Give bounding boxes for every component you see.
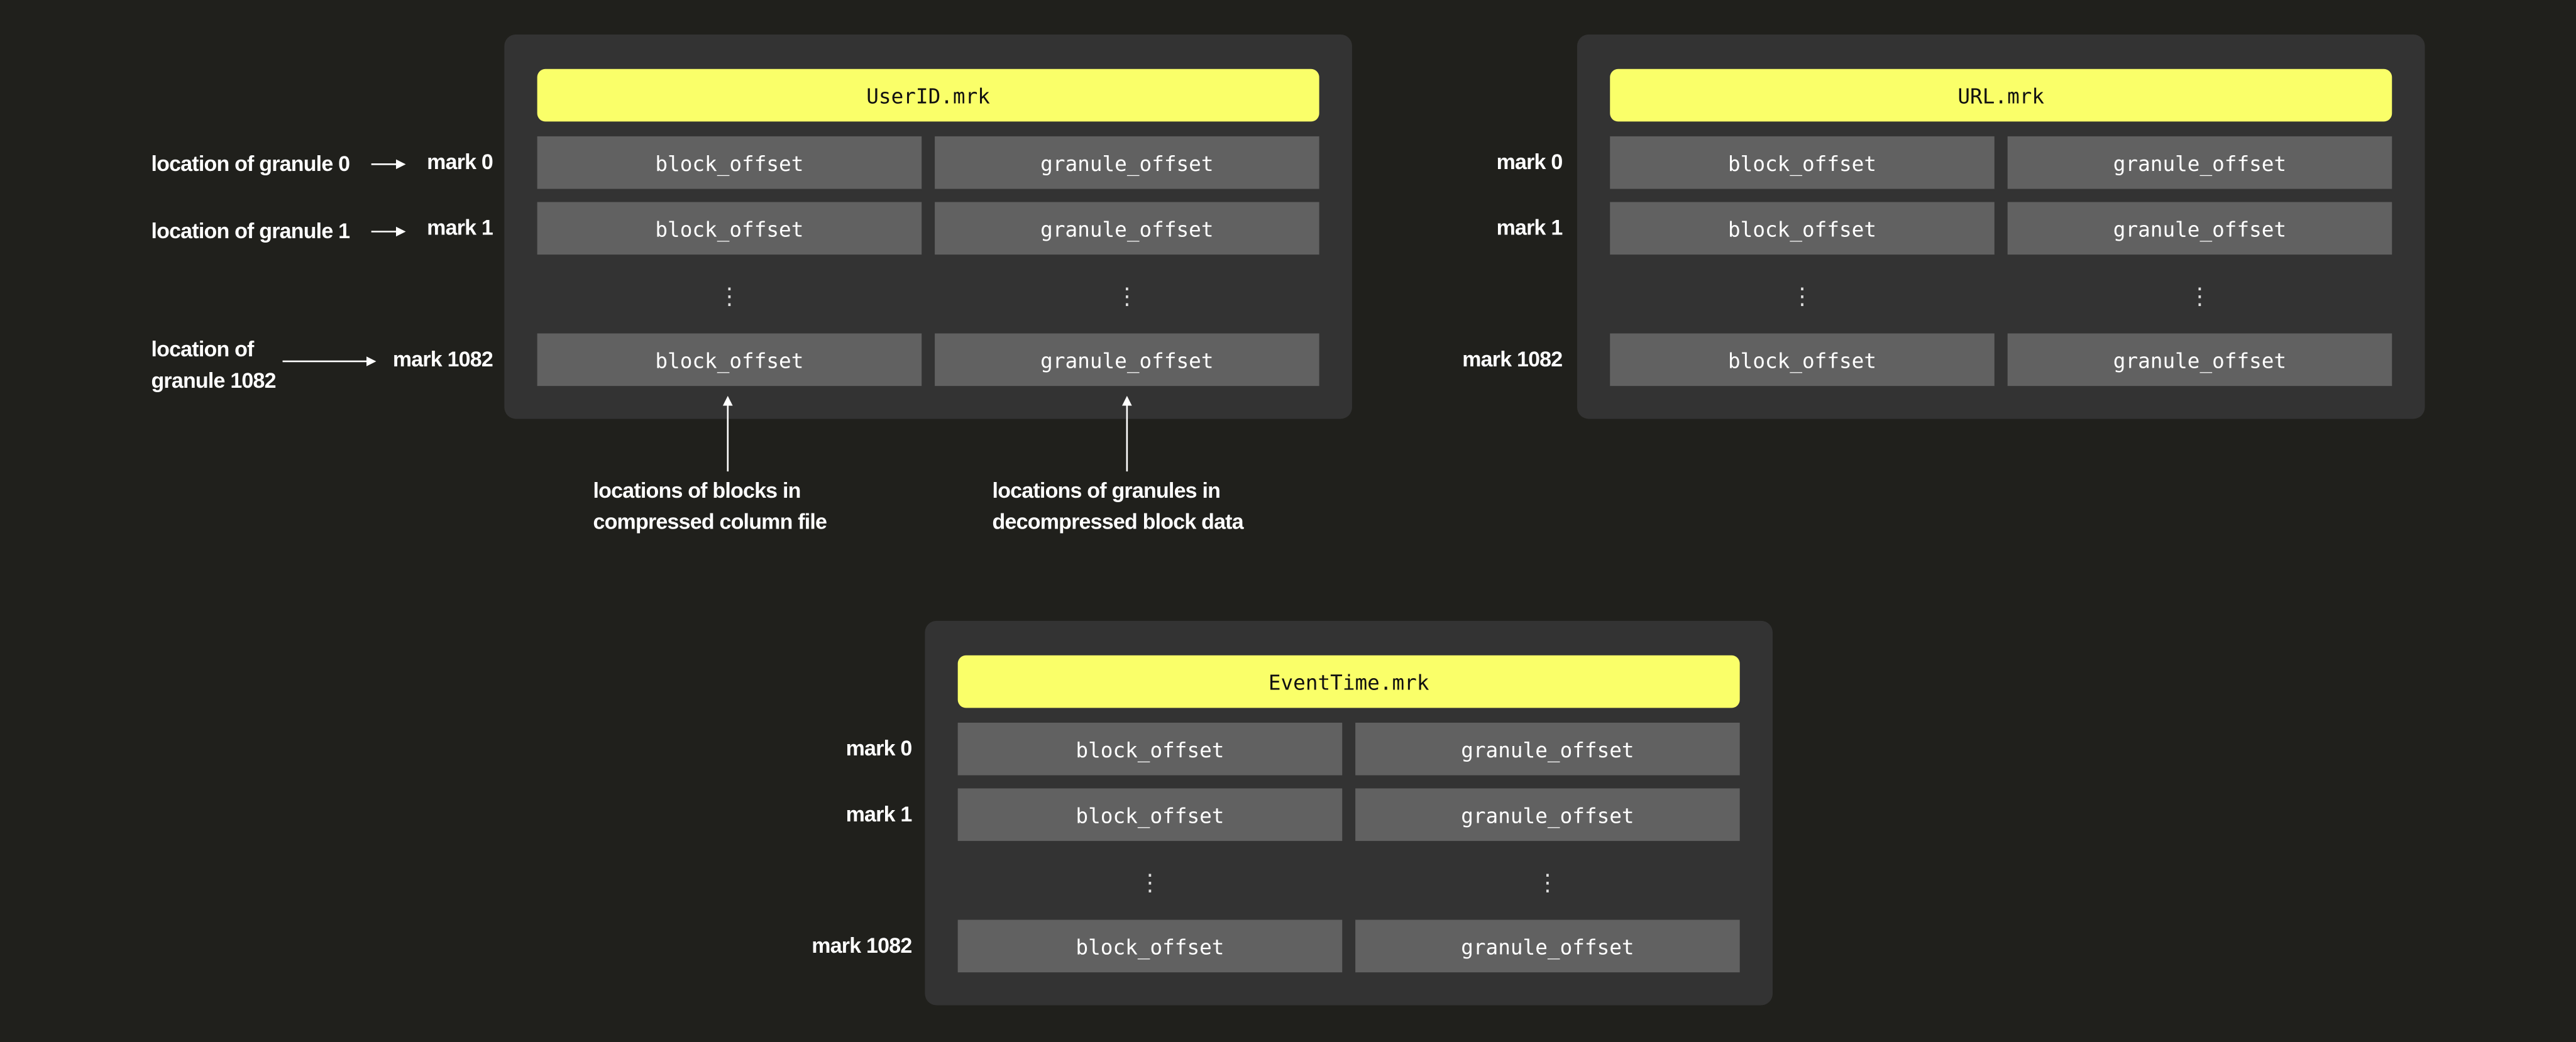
- granule-0-label: location of granule 0: [151, 151, 350, 176]
- granule-offset-cell: granule_offset: [935, 333, 1319, 387]
- mark-label: mark 1: [845, 801, 913, 826]
- ellipsis-icon: ⋮: [1138, 869, 1162, 896]
- granules-caption-line2: decompressed block data: [992, 509, 1244, 534]
- mark-file-panel: EventTime.mrk block_offset granule_offset b…: [925, 620, 1773, 1006]
- granule-1082-line2: granule 1082: [151, 368, 276, 393]
- granule-offset-cell: granule_offset: [935, 202, 1319, 255]
- granule-offset-cell: granule_offset: [1355, 788, 1740, 842]
- mark-file-panel: URL.mrk block_offset granule_offset block_o…: [1577, 34, 2425, 419]
- block-offset-cell: block_offset: [537, 333, 922, 387]
- block-offset-cell: block_offset: [1610, 333, 1995, 387]
- ellipsis-icon: ⋮: [718, 282, 741, 309]
- mark-file-title: UserID.mrk: [537, 69, 1319, 122]
- granule-1-label: location of granule 1: [151, 218, 350, 243]
- granule-offset-cell: granule_offset: [2007, 333, 2392, 387]
- granule-offset-cell: granule_offset: [2007, 136, 2392, 189]
- mark-label: mark 0: [427, 149, 493, 175]
- blocks-caption-line2: compressed column file: [593, 509, 827, 534]
- mark-label: mark 0: [845, 735, 913, 761]
- ellipsis-icon: ⋮: [1790, 282, 1814, 309]
- blocks-caption-line1: locations of blocks in: [593, 478, 801, 503]
- block-offset-cell: block_offset: [537, 136, 922, 189]
- mark-file-panel: UserID.mrk block_offset granule_offset bloc…: [504, 34, 1352, 419]
- ellipsis-icon: ⋮: [1536, 869, 1560, 896]
- granule-offset-cell: granule_offset: [935, 136, 1319, 189]
- granule-offset-cell: granule_offset: [2007, 202, 2392, 255]
- block-offset-cell: block_offset: [957, 788, 1343, 842]
- block-offset-cell: block_offset: [537, 202, 922, 255]
- mark-file-title: EventTime.mrk: [957, 655, 1740, 708]
- block-offset-cell: block_offset: [957, 919, 1343, 973]
- granule-1082-label: location of granule 1082: [151, 334, 276, 396]
- mark-label: mark 1: [1496, 215, 1563, 240]
- block-offset-cell: block_offset: [1610, 202, 1995, 255]
- ellipsis-icon: ⋮: [2188, 282, 2211, 309]
- mark-label: mark 1082: [812, 933, 912, 958]
- block-offset-cell: block_offset: [1610, 136, 1995, 189]
- mark-label: mark 1082: [392, 346, 493, 371]
- granules-caption-line1: locations of granules in: [992, 478, 1221, 503]
- granule-1082-line1: location of: [151, 336, 254, 361]
- mark-label: mark 1082: [1462, 346, 1563, 371]
- granules-caption: locations of granules in decompressed bl…: [992, 474, 1244, 537]
- block-offset-cell: block_offset: [957, 722, 1343, 776]
- mark-file-title: URL.mrk: [1610, 69, 2392, 122]
- granule-offset-cell: granule_offset: [1355, 919, 1740, 973]
- mark-label: mark 1: [427, 215, 493, 240]
- mark-label: mark 0: [1496, 149, 1563, 175]
- blocks-caption: locations of blocks in compressed column…: [593, 474, 827, 537]
- ellipsis-icon: ⋮: [1115, 282, 1139, 309]
- granule-offset-cell: granule_offset: [1355, 722, 1740, 776]
